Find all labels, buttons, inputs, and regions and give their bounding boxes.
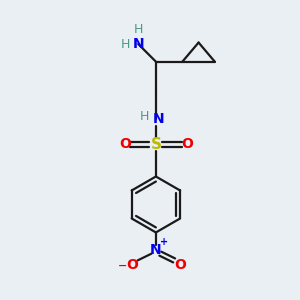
Text: N: N bbox=[152, 112, 164, 126]
Text: −: − bbox=[118, 261, 128, 271]
Text: +: + bbox=[160, 237, 168, 247]
Text: S: S bbox=[150, 136, 161, 152]
Text: H: H bbox=[120, 38, 130, 50]
Text: H: H bbox=[140, 110, 149, 123]
Text: N: N bbox=[150, 243, 162, 257]
Text: H: H bbox=[134, 23, 143, 36]
Text: O: O bbox=[126, 258, 138, 272]
Text: O: O bbox=[181, 137, 193, 151]
Text: O: O bbox=[174, 258, 186, 272]
Text: O: O bbox=[119, 137, 131, 151]
Text: N: N bbox=[132, 37, 144, 51]
